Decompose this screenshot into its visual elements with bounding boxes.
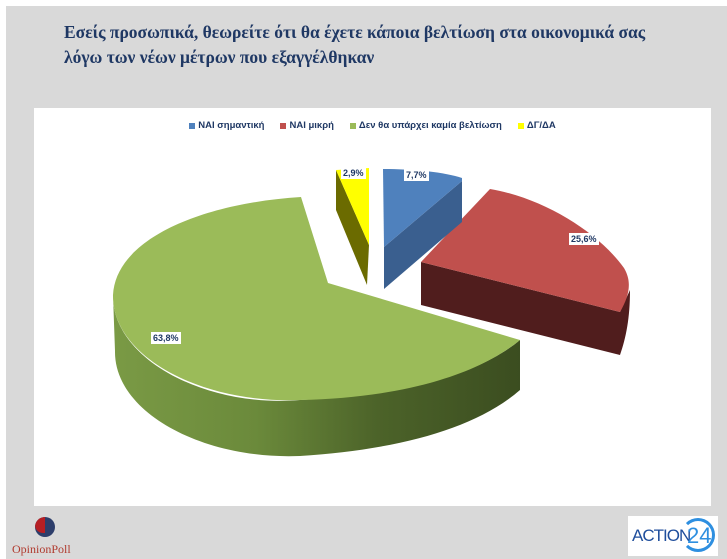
legend: ΝΑΙ σημαντική ΝΑΙ μικρή Δεν θα υπάρχει κ… bbox=[34, 120, 711, 131]
legend-label: ΝΑΙ μικρή bbox=[289, 120, 334, 131]
legend-item-nai-simantiki: ΝΑΙ σημαντική bbox=[189, 120, 264, 131]
legend-label: ΝΑΙ σημαντική bbox=[198, 120, 265, 131]
legend-swatch-red bbox=[280, 122, 287, 129]
legend-swatch-green bbox=[349, 122, 356, 129]
pie-chart bbox=[112, 168, 630, 457]
data-label-den-tha: 63,8% bbox=[151, 332, 181, 344]
legend-swatch-blue bbox=[189, 122, 196, 129]
data-label-dg-da: 2,9% bbox=[341, 167, 366, 179]
legend-label: Δεν θα υπάρχει καμία βελτίωση bbox=[358, 120, 502, 131]
legend-item-den-tha: Δεν θα υπάρχει καμία βελτίωση bbox=[349, 120, 502, 131]
opinionpoll-logo-text: OpinionPoll bbox=[12, 542, 71, 556]
chart-title: Εσείς προσωπικά, θεωρείτε ότι θα έχετε κ… bbox=[64, 22, 646, 67]
opinionpoll-logo: OpinionPoll bbox=[6, 517, 86, 559]
legend-item-nai-mikri: ΝΑΙ μικρή bbox=[280, 120, 334, 131]
slice-nai-simantiki bbox=[383, 169, 462, 289]
data-label-nai-simantiki: 7,7% bbox=[404, 169, 429, 181]
opinionpoll-logo-mark bbox=[35, 517, 55, 537]
data-label-nai-mikri: 25,6% bbox=[569, 233, 599, 245]
slice-dg-da bbox=[336, 168, 369, 285]
legend-swatch-yellow bbox=[517, 122, 524, 129]
action24-logo-text: ACTION bbox=[632, 526, 691, 545]
slice-den-tha bbox=[112, 197, 521, 457]
action24-logo-mark: 24 bbox=[681, 518, 715, 552]
action24-logo-number: 24 bbox=[687, 523, 712, 548]
legend-item-dg-da: ΔΓ/ΔΑ bbox=[517, 120, 556, 131]
legend-label: ΔΓ/ΔΑ bbox=[526, 120, 556, 131]
action24-logo: ACTION 24 bbox=[628, 516, 718, 556]
slide-background: Εσείς προσωπικά, θεωρείτε ότι θα έχετε κ… bbox=[6, 6, 727, 559]
chart-area: ΝΑΙ σημαντική ΝΑΙ μικρή Δεν θα υπάρχει κ… bbox=[34, 108, 711, 506]
slice-nai-mikri bbox=[421, 189, 630, 355]
